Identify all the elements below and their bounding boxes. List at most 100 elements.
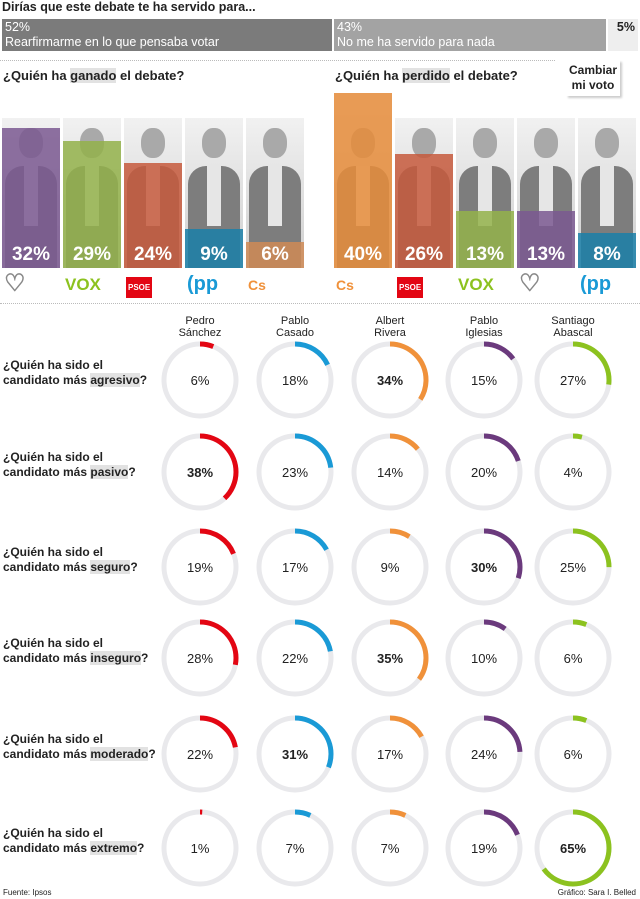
donut-value: 22% [187,747,213,762]
bar-value: 29% [72,244,112,265]
donut-value: 6% [191,373,210,388]
segment-label: Rearfirmarme en lo que pensaba votar [5,35,220,49]
credit: Gráfico: Sara I. Belled [557,888,636,897]
highlight-word: moderado [90,747,149,761]
donut-value: 9% [381,560,400,575]
donut-arc [256,809,334,887]
candidate-name-line: Pedro [185,315,215,327]
candidate-header: Pablo Casado [250,315,340,339]
candidate-name-line: Abascal [553,327,593,339]
bar-value: 8% [593,244,621,265]
donut-value: 6% [564,747,583,762]
question-line: candidato más moderado? [3,747,156,761]
question-line: candidato más seguro? [3,560,138,574]
donut-arc [161,809,239,887]
candidate-header: Santiago Abascal [528,315,618,339]
donut-arc [534,619,612,697]
party-logo: VOX [458,272,494,296]
question-line: candidato más agresivo? [3,373,148,387]
question-line: ¿Quién ha sido el [3,358,104,372]
donut-arc [445,528,523,606]
party-logo: VOX [65,272,101,296]
donut-value: 1% [191,841,210,856]
highlight-word: seguro [90,560,131,574]
candidate-photo: 6% [246,118,304,268]
segment-pct: 5% [616,20,635,34]
candidate-photo: 32% [2,118,60,268]
donut-value: 20% [471,465,497,480]
candidate-name-line: Casado [276,327,314,339]
donut-arc [256,528,334,606]
donut-arc [351,341,429,419]
donut-arc [256,619,334,697]
donut-value: 15% [471,373,497,388]
candidate-name-line: Pablo [280,315,310,327]
bar-value: 40% [343,244,383,265]
donut-arc [161,528,239,606]
chart-title: Dirías que este debate te ha servido par… [2,0,256,14]
donut-arc [534,433,612,511]
divider [0,60,555,61]
segment-pct: 43% [337,20,363,34]
candidate-name-line: Pablo [469,315,499,327]
donut-arc [161,433,239,511]
bar-value: 32% [11,244,51,265]
question-line: ¿Quién ha sido el [3,545,104,559]
vox-logo: VOX [458,275,494,294]
question-line: candidato más extremo? [3,841,145,855]
donut-arc [351,528,429,606]
donut-arc [161,715,239,793]
bar-value: 6% [261,244,289,265]
cambiar-voto-box: Cambiar mi voto [566,60,620,96]
candidate-photo: 13% [517,118,575,268]
donut-arc [445,715,523,793]
bar-value: 13% [526,244,566,265]
won-question: ¿Quién ha ganado el debate? [3,68,185,83]
donut-value: 19% [187,560,213,575]
pp-logo: (pp [187,273,219,295]
cs-logo: Cs [336,277,354,293]
party-logo: ♡ [4,272,26,296]
candidate-photo: 40% [334,93,392,268]
bar-fill [185,229,243,268]
divider [0,303,640,304]
row-question: ¿Quién ha sido el candidato más seguro? [3,545,163,575]
highlight-word: inseguro [90,651,142,665]
party-logo: (pp [187,272,218,296]
donut-value: 34% [377,373,403,388]
donut-value: 27% [560,373,586,388]
bar-fill [124,163,182,268]
donut-arc [256,341,334,419]
donut-value: 23% [282,465,308,480]
candidate-name-line: Sánchez [178,327,222,339]
bar-value: 26% [404,244,444,265]
segment-label: No me ha servido para nada [337,35,495,49]
donut-value: 25% [560,560,586,575]
party-logo: PSOE [126,272,153,298]
bar-fill [456,211,514,268]
question-line: ¿Quién ha sido el [3,826,104,840]
row-question: ¿Quién ha sido el candidato más agresivo? [3,358,163,388]
donut-value: 17% [282,560,308,575]
donut-value: 10% [471,651,497,666]
psoe-logo: PSOE [397,277,424,298]
donut-arc [256,433,334,511]
candidate-photo: 9% [185,118,243,268]
donut-arc [445,809,523,887]
podemos-heart-icon: ♡ [519,270,541,297]
bar-fill [517,211,575,268]
donut-value: 18% [282,373,308,388]
podemos-heart-icon: ♡ [4,270,26,297]
bar-value: 13% [465,244,505,265]
candidate-header: Pedro Sánchez [155,315,245,339]
pp-logo: (pp [580,273,612,295]
donut-value: 19% [471,841,497,856]
segment-pct: 52% [5,20,31,34]
candidate-photo: 29% [63,118,121,268]
donut-arc [534,528,612,606]
party-logo: (pp [580,272,611,296]
candidate-photo: 26% [395,118,453,268]
party-logo: Cs [248,272,266,296]
donut-arc [351,433,429,511]
candidate-name-line: Iglesias [465,327,503,339]
